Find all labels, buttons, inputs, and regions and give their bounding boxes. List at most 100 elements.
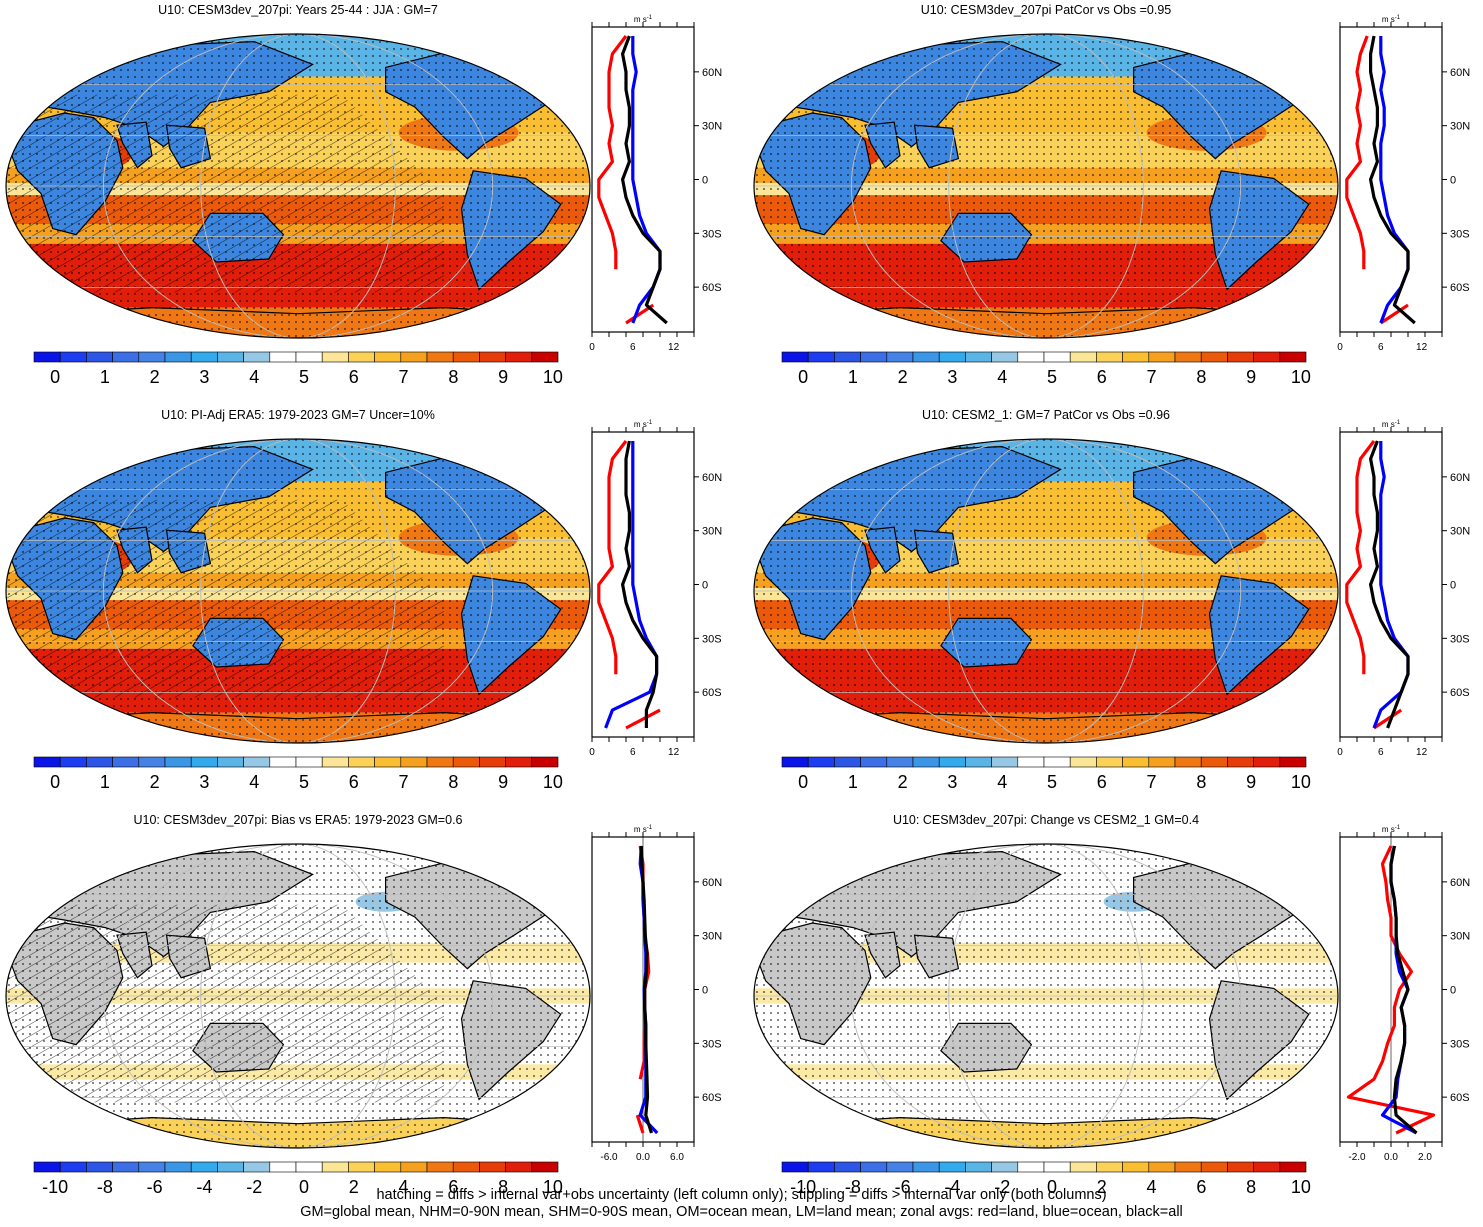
colorbar-swatch	[348, 351, 375, 363]
profile-x-label: 6	[1378, 747, 1384, 758]
profile-lat-label: 30S	[702, 633, 722, 645]
profile-lat-label: 0	[702, 580, 708, 592]
colorbar-swatch	[1043, 1161, 1071, 1173]
colorbar-swatch	[1253, 756, 1281, 768]
colorbar-swatch	[1017, 756, 1045, 768]
colorbar-label: 4	[997, 772, 1007, 792]
colorbar-swatch	[374, 756, 402, 768]
colorbar-swatch	[426, 1161, 454, 1173]
colorbar-swatch	[834, 1161, 861, 1173]
colorbar-swatch	[164, 756, 192, 768]
zonal-profile-p5: m s-1 60N 30N 0 30S 60S -6.0 0.0 6.0	[591, 825, 722, 1163]
profile-x-label: 0	[589, 342, 595, 353]
colorbar-swatch	[1096, 1161, 1123, 1173]
map-p5	[5, 843, 591, 1149]
colorbar-swatch	[965, 756, 992, 768]
profile-x-label: 2.0	[1418, 1152, 1432, 1163]
colorbar-swatch	[400, 756, 428, 768]
colorbar-swatch	[269, 351, 297, 363]
colorbar-label: 7	[1147, 367, 1157, 387]
colorbar-swatch	[190, 756, 218, 768]
colorbar-label: 6	[349, 367, 359, 387]
colorbar-swatch	[190, 351, 218, 363]
profile-line-red	[1345, 35, 1409, 325]
colorbar-swatch	[912, 351, 940, 363]
colorbar-swatch	[886, 351, 914, 363]
footer-line-2: GM=global mean, NHM=0-90N mean, SHM=0-90…	[300, 1204, 1183, 1220]
colorbar-swatch	[348, 756, 375, 768]
colorbar-swatch	[112, 351, 140, 363]
colorbar-swatch	[452, 1161, 480, 1173]
colorbar-swatch	[1148, 351, 1176, 363]
profile-x-label: 0.0	[1384, 1152, 1398, 1163]
colorbar-swatch	[1200, 1161, 1228, 1173]
colorbar-swatch	[1148, 1161, 1176, 1173]
profile-lat-label: 30N	[1450, 526, 1470, 538]
colorbar-swatch	[295, 756, 323, 768]
colorbar-swatch	[321, 1161, 349, 1173]
colorbar-swatch	[1069, 756, 1097, 768]
profile-lat-label: 30S	[702, 228, 722, 240]
colorbar-swatch	[86, 351, 113, 363]
profile-lat-label: 0	[1450, 175, 1456, 187]
colorbar-swatch	[479, 756, 506, 768]
colorbar-swatch	[912, 756, 940, 768]
colorbar-swatch	[164, 351, 192, 363]
colorbar-swatch	[1148, 756, 1176, 768]
profile-x-label: -6.0	[600, 1152, 618, 1163]
profile-lat-label: 60S	[1450, 687, 1470, 699]
profile-lat-label: 30S	[1450, 633, 1470, 645]
colorbar-label: 4	[249, 367, 259, 387]
profile-lat-label: 30N	[702, 121, 722, 133]
colorbar-swatch	[33, 351, 61, 363]
colorbar-swatch	[1200, 756, 1228, 768]
colorbar-label: 5	[299, 772, 309, 792]
colorbar-swatch	[505, 756, 533, 768]
profile-lat-label: 60S	[1450, 282, 1470, 294]
colorbar-label: 2	[898, 367, 908, 387]
zonal-profile-p4: m s-1 60N 30N 0 30S 60S 0 6 12	[1337, 420, 1470, 758]
profile-x-label: 6.0	[670, 1152, 684, 1163]
colorbar-swatch	[807, 1161, 835, 1173]
panel-p4: 0 1 2 3 4 5 6 7 8 9 10 m s-1 60N 30N 0 30S 60S 0 6 12 U10: C…	[748, 405, 1483, 810]
colorbar-label: 9	[1246, 367, 1256, 387]
colorbar-swatch	[505, 1161, 533, 1173]
colorbar-swatch	[295, 1161, 323, 1173]
colorbar-swatch	[321, 756, 349, 768]
colorbar-swatch	[1069, 1161, 1097, 1173]
colorbar-label: 10	[543, 367, 563, 387]
map-p1	[5, 33, 591, 339]
colorbar-swatch	[348, 1161, 375, 1173]
colorbar-label: 2	[898, 772, 908, 792]
profile-x-label: 12	[668, 747, 680, 758]
colorbar-swatch	[426, 351, 454, 363]
colorbar-swatch	[190, 1161, 218, 1173]
colorbar-swatch	[938, 351, 966, 363]
colorbar-swatch	[217, 351, 244, 363]
profile-lat-label: 0	[702, 175, 708, 187]
colorbar-swatch	[860, 351, 888, 363]
panel-title: U10: CESM3dev_207pi: Years 25-44 : JJA :…	[158, 3, 438, 17]
profile-lat-label: 30S	[1450, 228, 1470, 240]
profile-x-label: 12	[668, 342, 680, 353]
colorbar-swatch	[452, 756, 480, 768]
colorbar-swatch	[59, 1161, 87, 1173]
profile-lat-label: 0	[702, 985, 708, 997]
profile-unit: m s-1	[634, 15, 653, 24]
colorbar-swatch	[479, 1161, 506, 1173]
colorbar-swatch	[1096, 351, 1123, 363]
colorbar-label: 1	[848, 367, 858, 387]
colorbar-swatch	[886, 756, 914, 768]
colorbar-swatch	[112, 756, 140, 768]
colorbar-swatch	[912, 1161, 940, 1173]
colorbar-label: 7	[399, 367, 409, 387]
colorbar-swatch	[1279, 756, 1307, 768]
colorbar-swatch	[1069, 351, 1097, 363]
profile-lat-label: 60S	[1450, 1092, 1470, 1104]
colorbar-swatch	[1017, 351, 1045, 363]
colorbar-swatch	[1227, 756, 1254, 768]
profile-unit: m s-1	[1382, 420, 1401, 429]
map-p3	[5, 438, 591, 744]
colorbar-swatch	[138, 351, 166, 363]
colorbar-label: 0	[50, 772, 60, 792]
